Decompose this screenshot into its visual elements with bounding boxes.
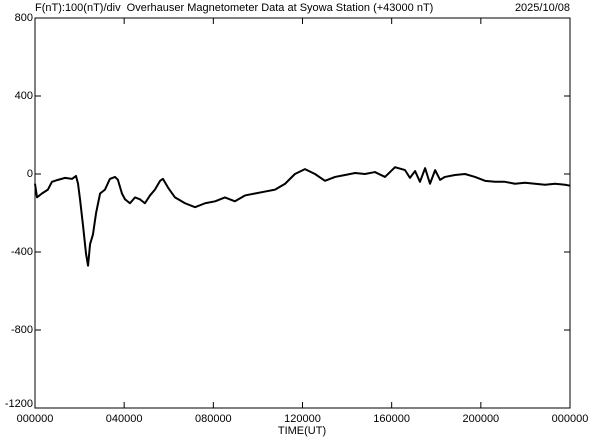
- y-tick-label: 400: [15, 90, 33, 102]
- x-tick-label: 040000: [106, 413, 143, 425]
- x-tick-label: 000000: [552, 413, 589, 425]
- x-tick-label: 080000: [195, 413, 232, 425]
- y-tick-label: 800: [15, 12, 33, 24]
- y-tick-label: -800: [11, 324, 33, 336]
- y-tick-label: -1200: [5, 398, 33, 410]
- chart-date: 2025/10/08: [515, 2, 570, 14]
- x-tick-label: 200000: [462, 413, 499, 425]
- x-tick-label: 120000: [284, 413, 321, 425]
- data-line: [34, 166, 571, 267]
- y-tick-label: -400: [11, 246, 33, 258]
- x-axis-label: TIME(UT): [278, 425, 326, 437]
- chart-title: F(nT):100(nT)/div Overhauser Magnetomete…: [35, 2, 433, 14]
- plot-frame: [34, 17, 571, 409]
- x-tick-label: 000000: [17, 413, 54, 425]
- x-tick-label: 160000: [373, 413, 410, 425]
- y-tick-label: 0: [27, 168, 33, 180]
